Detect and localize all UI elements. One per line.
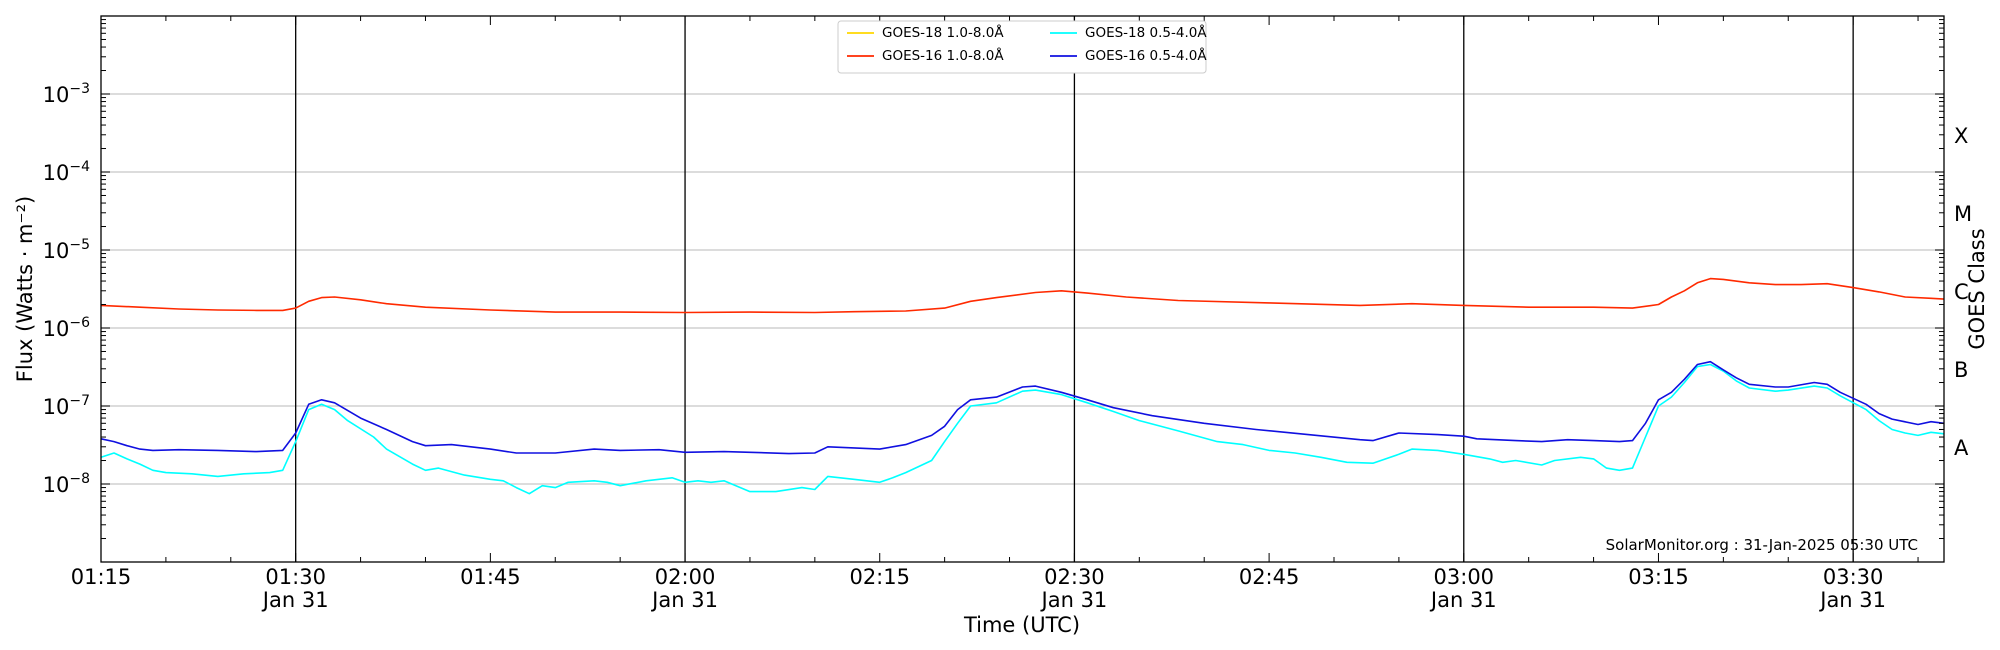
legend: GOES-18 1.0-8.0Å GOES-16 1.0-8.0Å GOES-18 … [837,20,1207,74]
legend-label: GOES-16 0.5-4.0Å [1085,47,1207,64]
series-line [100,277,1945,314]
goes-class-label: C [1954,280,1969,304]
series-line [100,363,1945,495]
plot-frame [100,15,1945,563]
y-tick-labels: 10−8 10−7 10−6 10−5 10−4 10−3 [43,81,90,497]
x-tick-label: 01:45 [460,565,521,589]
x-tick-label: 03:30 [1823,565,1884,589]
goes-class-label: X [1954,124,1968,148]
x-tick-label: 03:00 [1434,565,1495,589]
right-axis-title: GOES Class [1965,228,1989,349]
x-tick-label: 03:15 [1628,565,1689,589]
x-tick-label: 02:15 [849,565,910,589]
x-tick-label: 02:00 [655,565,716,589]
y-tick-label: 10−7 [43,393,90,419]
y-tick-label: 10−5 [43,237,90,263]
legend-label: GOES-18 1.0-8.0Å [882,24,1004,41]
y-tick-label: 10−8 [43,471,90,497]
day-marker-lines [295,16,1854,562]
y-tick-label: 10−4 [43,159,90,185]
x-tick-label: 01:15 [71,565,132,589]
credit-text: SolarMonitor.org : 31-Jan-2025 05:30 UTC [1606,536,1918,554]
legend-label: GOES-18 0.5-4.0Å [1085,24,1207,41]
goes-class-label: B [1954,358,1968,382]
x-tick-sublabel: Jan 31 [650,588,718,612]
goes-class-label: M [1954,202,1972,226]
x-tick-sublabel: Jan 31 [1818,588,1886,612]
x-tick-label: 01:30 [265,565,326,589]
x-tick-sublabel: Jan 31 [1040,588,1108,612]
legend-label: GOES-16 1.0-8.0Å [882,47,1004,64]
series-lines [100,277,1945,495]
series-line [100,360,1945,455]
grid-lines [101,93,1944,485]
x-tick-sublabel: Jan 31 [1429,588,1497,612]
y-tick-label: 10−6 [43,315,90,341]
legend-box [837,20,1207,74]
x-tick-label: 02:45 [1239,565,1300,589]
y-axis-title: Flux (Watts · m⁻²) [13,196,37,382]
x-axis-title: Time (UTC) [963,613,1080,637]
x-tick-sublabel: Jan 31 [261,588,329,612]
x-tick-label: 02:30 [1044,565,1105,589]
tick-marks [100,16,1944,563]
goes-class-label: A [1954,436,1969,460]
y-tick-label: 10−3 [43,81,90,107]
goes-class-labels: A B C M X [1954,124,1972,460]
